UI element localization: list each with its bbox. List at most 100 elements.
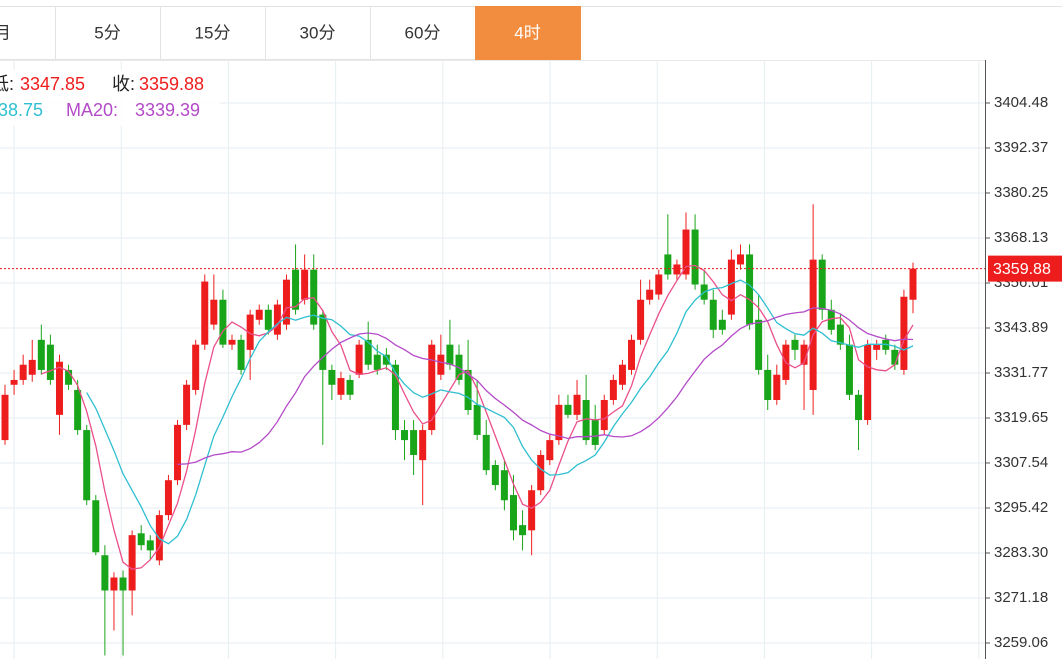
candle-body <box>55 361 63 415</box>
candle-body <box>727 259 735 315</box>
readout-label: 收: <box>112 74 135 94</box>
candle-body <box>546 440 554 461</box>
candle-body <box>836 324 844 345</box>
candle-body <box>19 364 27 380</box>
candle-body <box>582 399 590 441</box>
candle-body <box>301 269 309 300</box>
tab-label[interactable]: 30分 <box>300 23 336 42</box>
candle-body <box>528 490 536 531</box>
candle-body <box>292 269 300 310</box>
tab-box[interactable] <box>55 6 161 60</box>
candle-body <box>791 339 799 350</box>
tab-label[interactable]: 4时 <box>514 23 540 42</box>
tab-box[interactable] <box>160 6 266 60</box>
tab[interactable]: 30分 <box>265 6 371 60</box>
candle-body <box>364 339 372 365</box>
candle-body <box>473 404 481 435</box>
tab[interactable]: 4时 <box>475 6 581 60</box>
candle-body <box>28 359 36 375</box>
tab[interactable]: 15分 <box>160 6 266 60</box>
y-tick-label: 3380.25 <box>994 184 1048 201</box>
candle-body <box>83 430 91 501</box>
candle-body <box>573 394 581 415</box>
candle-body <box>373 354 381 370</box>
candle-body <box>92 500 100 553</box>
candle-body <box>464 369 472 411</box>
candle-body <box>201 281 209 345</box>
tab[interactable]: 5分 <box>55 6 161 60</box>
candle-body <box>873 344 881 350</box>
candle-body <box>282 279 290 325</box>
tab-box[interactable] <box>0 6 56 60</box>
candle-body <box>755 319 763 370</box>
candle-body <box>401 430 409 441</box>
tab-label[interactable]: 月 <box>0 23 11 42</box>
candle-body <box>65 369 73 385</box>
candle-body <box>10 379 18 385</box>
candle-body <box>74 389 82 431</box>
candle-body <box>192 344 200 390</box>
candle-body <box>437 354 445 375</box>
tab-label[interactable]: 15分 <box>195 23 231 42</box>
tab-box[interactable] <box>475 6 581 60</box>
candle-body <box>682 229 690 275</box>
candle-body <box>691 229 699 285</box>
tab-label[interactable]: 5分 <box>94 23 120 42</box>
candle-body <box>818 259 826 310</box>
candle-body <box>509 495 517 531</box>
candle-body <box>709 299 717 330</box>
tab[interactable]: 月 <box>0 6 56 60</box>
candle-body <box>273 304 281 335</box>
tab-label[interactable]: 60分 <box>405 23 441 42</box>
readout-value: 3339.39 <box>135 100 200 120</box>
candle-body <box>537 454 545 491</box>
candle-body <box>555 404 563 441</box>
candle-body <box>736 254 744 265</box>
readout-bg <box>0 70 220 126</box>
candle-body <box>673 264 681 275</box>
candle-body <box>391 364 399 431</box>
candle-body <box>909 268 917 300</box>
candle-body <box>174 424 182 481</box>
candle-body <box>219 299 227 345</box>
ma-line <box>41 264 914 570</box>
candle-body <box>337 378 345 395</box>
tab-box[interactable] <box>370 6 476 60</box>
candle-body <box>228 339 236 345</box>
candle-body <box>428 344 436 431</box>
readout-value: 3359.88 <box>139 74 204 94</box>
y-tick-label: 3404.48 <box>994 94 1048 111</box>
candle-body <box>246 314 254 350</box>
candle-body <box>37 339 45 370</box>
candle-body <box>637 299 645 340</box>
candle-body <box>137 533 145 546</box>
candle-body <box>591 420 599 445</box>
candle-body <box>101 555 109 591</box>
y-tick-label: 3392.37 <box>994 139 1048 156</box>
candle-body <box>119 577 127 591</box>
last-price-label: 3359.88 <box>993 261 1051 278</box>
candle-body <box>891 349 899 365</box>
candle-body <box>328 369 336 385</box>
readout-value: 38.75 <box>0 100 43 120</box>
y-tick-label: 3271.18 <box>994 589 1048 606</box>
tab[interactable]: 60分 <box>370 6 476 60</box>
candle-body <box>618 364 626 385</box>
tab-box[interactable] <box>265 6 371 60</box>
candle-body <box>646 289 654 300</box>
y-tick-label: 3295.42 <box>994 499 1048 516</box>
candle-body <box>864 344 872 421</box>
candle-body <box>264 309 272 330</box>
candle-body <box>519 525 527 536</box>
candle-body <box>746 254 754 325</box>
y-tick-label: 3319.65 <box>994 409 1048 426</box>
candle-body <box>564 404 572 415</box>
candle-body <box>764 369 772 400</box>
candle-body <box>500 470 508 501</box>
candle-body <box>183 384 191 425</box>
candle-body <box>600 399 608 431</box>
candle-body <box>110 577 118 591</box>
ma-line <box>86 279 914 545</box>
